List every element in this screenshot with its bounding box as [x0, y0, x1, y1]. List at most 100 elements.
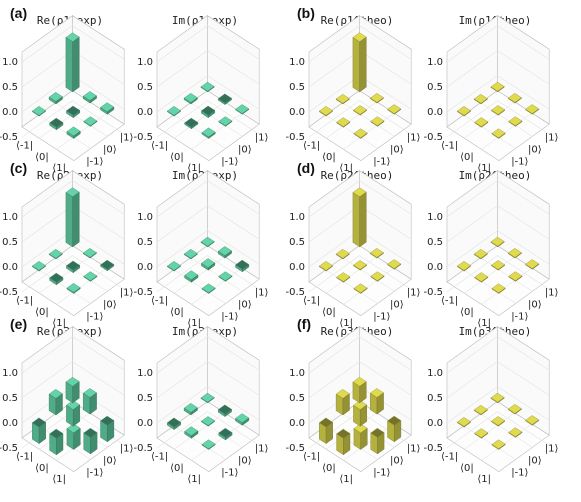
z-gridline — [308, 100, 412, 138]
bar-r0-c0 — [200, 392, 215, 404]
bar-r1-c0 — [473, 404, 488, 416]
z-gridline — [446, 386, 550, 424]
z-tick-label: 0.0 — [289, 107, 305, 118]
bar-side — [532, 263, 540, 270]
bar-side — [498, 264, 505, 271]
bar-side — [377, 275, 385, 282]
z-gridline — [21, 180, 125, 218]
bar-r0-c0 — [200, 236, 215, 248]
bar-r1-c2 — [218, 116, 233, 127]
bar-side — [225, 120, 233, 127]
bar-side — [190, 253, 198, 260]
z-gridline — [156, 336, 260, 374]
z-gridline — [156, 230, 260, 268]
bar-side — [242, 264, 250, 273]
bar-r0-c1 — [369, 248, 384, 259]
x-tick-label: ⟨0| — [35, 463, 49, 474]
bar-r2-c1 — [49, 117, 64, 131]
bar-r2-c2 — [491, 439, 506, 450]
x-tick-label: ⟨-1| — [441, 141, 458, 152]
bar-side — [498, 109, 505, 116]
z-tick-label: 1.0 — [2, 212, 18, 223]
bar-r2-c2 — [201, 283, 216, 294]
floor-gridline — [174, 256, 225, 294]
bar-r1-c1 — [491, 105, 506, 116]
floor-gridline — [463, 425, 516, 460]
bar-side — [191, 430, 199, 439]
z-tick-label: 0.5 — [289, 393, 305, 404]
floor-gridline — [343, 267, 395, 305]
floor-gridline — [325, 425, 378, 460]
panel-4: Im(ρ1^theo)1.00.50.0-0.5⟨-1|⟨0|⟨1||1⟩|0⟩… — [423, 14, 558, 174]
bar-r0-c1 — [82, 91, 97, 104]
bar-r1-c1 — [201, 258, 216, 271]
bar-r1-c2 — [508, 427, 523, 438]
floor-gridline — [173, 425, 226, 460]
bar-side — [515, 431, 523, 438]
z-tick-label: 1.0 — [137, 212, 153, 223]
panel-label: (d) — [297, 160, 315, 176]
y-tick-label: |1⟩ — [120, 132, 134, 143]
y-tick-label: |1⟩ — [120, 287, 134, 298]
bar-r2-c2 — [491, 128, 506, 139]
bar-r1-c1 — [201, 105, 216, 119]
x-tick-label: ⟨-1| — [441, 452, 458, 463]
x-tick-label: ⟨-1| — [441, 296, 458, 307]
y-tick-label: |0⟩ — [103, 299, 117, 310]
bar-side — [89, 252, 97, 259]
floor-gridline — [463, 269, 516, 304]
z-tick-label: 0.5 — [137, 393, 153, 404]
z-gridline — [308, 25, 412, 63]
bar-side — [208, 131, 216, 139]
y-tick-label: |1⟩ — [255, 287, 269, 298]
z-tick-label: -0.5 — [285, 443, 305, 454]
x-tick-label: ⟨1| — [52, 318, 66, 329]
z-tick-label: 0.5 — [2, 237, 18, 248]
bar-side — [360, 427, 368, 450]
panel-12: Im(ρ3^theo)1.00.50.0-0.5⟨-1|⟨0|⟨1||1⟩|0⟩… — [423, 325, 558, 485]
z-gridline — [156, 100, 260, 138]
z-tick-label: 0.5 — [2, 82, 18, 93]
panel-7: (d)Re(ρ2^theo)1.00.50.0-0.5⟨-1|⟨0|⟨1||1⟩… — [285, 160, 420, 329]
bar-side — [107, 264, 115, 272]
z-gridline — [446, 100, 550, 138]
y-tick-label: |-1⟩ — [221, 468, 238, 479]
bar-r2-c1 — [474, 117, 489, 128]
panel-10: Im(ρ3^exp)1.00.50.0-0.5⟨-1|⟨0|⟨1||1⟩|0⟩|… — [133, 325, 268, 485]
bar-r0-c0 — [490, 236, 505, 248]
bar-r2-c2 — [353, 128, 368, 139]
z-gridline — [21, 100, 125, 138]
bar-side — [38, 110, 46, 117]
y-tick-label: |-1⟩ — [221, 157, 238, 168]
bar-r2-c0 — [318, 106, 334, 117]
floor-gridline — [55, 102, 108, 137]
bar-r2-c0 — [456, 261, 472, 272]
bar-r1-c1 — [353, 400, 368, 427]
bar-r2-c0 — [166, 106, 182, 117]
bar-r0-c0 — [65, 376, 80, 404]
bar-r0-c1 — [369, 388, 384, 415]
z-tick-label: 0.0 — [137, 262, 153, 273]
bar-r0-c0 — [490, 81, 505, 93]
bar-side — [190, 97, 198, 105]
bar-r2-c0 — [166, 261, 182, 272]
bar-side — [342, 253, 350, 260]
floor-gridline — [190, 413, 243, 448]
floor-gridline — [343, 423, 395, 461]
z-tick-label: 0.5 — [137, 82, 153, 93]
bar-r1-c0 — [48, 248, 63, 260]
bar-side — [208, 443, 216, 450]
bar-r2-c2 — [353, 423, 368, 450]
z-gridline — [156, 205, 260, 243]
bar-r1-c0 — [335, 389, 350, 416]
x-tick-label: ⟨0| — [460, 307, 474, 318]
z-tick-label: 0.5 — [137, 237, 153, 248]
y-tick-label: |1⟩ — [407, 443, 421, 454]
bar-r0-c1 — [507, 248, 522, 259]
z-tick-label: 0.0 — [427, 107, 443, 118]
z-gridline — [156, 386, 260, 424]
bar-side — [72, 265, 81, 274]
bar-r1-c0 — [473, 93, 488, 105]
bar-side — [497, 397, 505, 404]
bar-r1-c1 — [353, 105, 368, 116]
